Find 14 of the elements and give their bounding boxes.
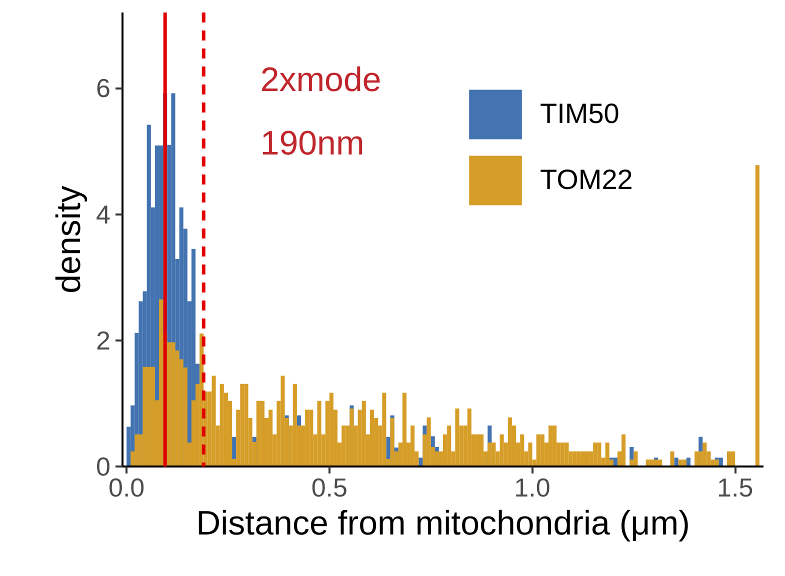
- legend-label: TIM50: [540, 98, 620, 130]
- annotation: 190nm: [260, 124, 364, 162]
- x-axis-title: Distance from mitochondria (μm): [196, 504, 690, 542]
- y-tick-label: 6: [96, 73, 111, 104]
- annotation: 2xmode: [260, 60, 382, 99]
- legend-label: TOM22: [540, 164, 633, 196]
- x-tick-label: 0.0: [108, 472, 145, 502]
- y-tick-label: 0: [96, 452, 111, 482]
- x-tick-label: 0.5: [311, 472, 348, 502]
- x-tick-label: 1.0: [514, 472, 550, 502]
- x-tick-label: 1.5: [717, 472, 754, 502]
- y-axis-title: density: [50, 186, 88, 294]
- y-tick-label: 4: [96, 199, 111, 230]
- y-tick-label: 2: [96, 325, 111, 356]
